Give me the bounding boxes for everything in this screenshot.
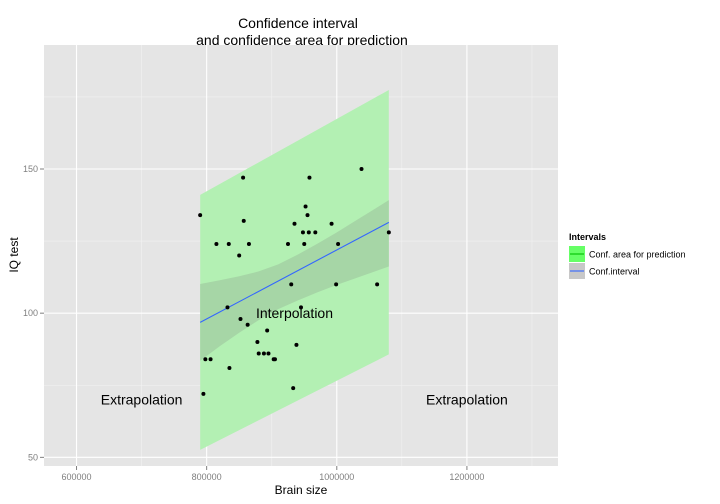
- data-point: [289, 282, 294, 287]
- chart-title-line2: and confidence area for prediction: [196, 32, 408, 48]
- data-point: [238, 316, 243, 321]
- y-tick-label: 150: [23, 164, 38, 174]
- data-point: [227, 365, 232, 370]
- annotation-label: Extrapolation: [101, 392, 183, 408]
- data-point: [292, 221, 297, 226]
- data-points: [198, 166, 391, 396]
- annotations: Extrapolation Interpolation Extrapolation: [101, 305, 508, 408]
- data-point: [265, 328, 270, 333]
- data-point: [272, 357, 277, 362]
- data-point: [237, 253, 242, 258]
- x-axis-ticks: 600000 800000 1000000 1200000: [62, 466, 484, 482]
- x-axis-label: Brain size: [275, 483, 328, 497]
- data-point: [225, 305, 230, 310]
- x-tick-label: 1200000: [449, 472, 484, 482]
- legend-label: Conf. area for prediction: [589, 250, 686, 260]
- data-point: [306, 230, 311, 235]
- y-axis-ticks: 50 100 150: [23, 164, 44, 462]
- data-point: [386, 230, 391, 235]
- interval-bands: [200, 90, 389, 450]
- data-point: [294, 342, 299, 347]
- data-point: [246, 241, 251, 246]
- data-point: [256, 351, 261, 356]
- data-point: [241, 218, 246, 223]
- y-tick-label: 100: [23, 308, 38, 318]
- data-point: [329, 221, 334, 226]
- data-point: [255, 340, 260, 345]
- x-tick-label: 1000000: [319, 472, 354, 482]
- data-point: [203, 357, 208, 362]
- fit-line: [199, 221, 390, 323]
- data-point: [266, 351, 271, 356]
- data-point: [359, 166, 364, 171]
- legend-label: Conf.interval: [589, 267, 640, 277]
- data-point: [198, 213, 203, 218]
- data-point: [261, 351, 266, 356]
- data-point: [285, 241, 290, 246]
- annotation-label: Extrapolation: [426, 392, 508, 408]
- data-point: [245, 322, 250, 327]
- confidence-band: [200, 200, 389, 361]
- data-point: [201, 391, 206, 396]
- data-point: [305, 213, 310, 218]
- y-axis-label: IQ test: [7, 237, 21, 273]
- data-point: [214, 241, 219, 246]
- fit-line-group: [199, 221, 390, 323]
- data-point: [208, 357, 213, 362]
- data-point: [300, 230, 305, 235]
- y-tick-label: 50: [28, 452, 38, 462]
- data-point: [336, 241, 341, 246]
- annotation-label: Interpolation: [256, 305, 333, 321]
- chart-title-line1: Confidence interval: [238, 15, 358, 31]
- data-point: [303, 204, 308, 209]
- data-point: [299, 305, 303, 310]
- legend: Intervals Conf. area for prediction Conf.…: [569, 232, 686, 279]
- data-point: [313, 230, 318, 235]
- x-tick-label: 800000: [192, 472, 222, 482]
- data-point: [226, 241, 231, 246]
- data-point: [375, 282, 380, 287]
- x-tick-label: 600000: [62, 472, 92, 482]
- data-point: [291, 386, 296, 391]
- data-point: [334, 282, 339, 287]
- data-point: [302, 241, 307, 246]
- data-point: [241, 175, 246, 180]
- legend-title: Intervals: [569, 232, 606, 242]
- data-point: [307, 175, 312, 180]
